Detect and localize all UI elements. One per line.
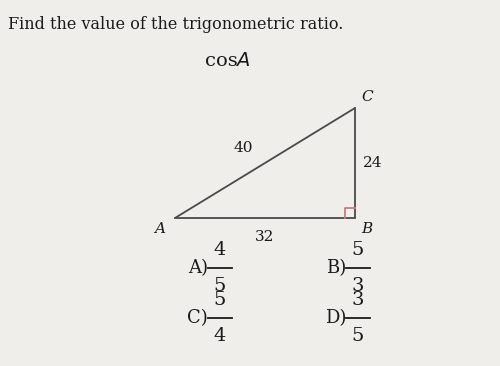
Text: 24: 24 [363, 156, 382, 170]
Text: cos: cos [205, 52, 244, 70]
Text: $\it{A}$: $\it{A}$ [235, 52, 250, 70]
Text: 4: 4 [214, 327, 226, 345]
Text: 32: 32 [256, 230, 274, 244]
Text: C): C) [187, 309, 208, 327]
Text: 3: 3 [352, 291, 364, 309]
Text: A): A) [188, 259, 208, 277]
Text: 5: 5 [214, 277, 226, 295]
Text: B): B) [326, 259, 346, 277]
Text: 5: 5 [214, 291, 226, 309]
Text: B: B [361, 222, 372, 236]
Text: 40: 40 [234, 141, 253, 155]
Text: 5: 5 [352, 327, 364, 345]
Text: Find the value of the trigonometric ratio.: Find the value of the trigonometric rati… [8, 16, 344, 33]
Text: D): D) [324, 309, 346, 327]
Text: A: A [154, 222, 165, 236]
Text: 4: 4 [214, 241, 226, 259]
Text: C: C [361, 90, 372, 104]
Text: 5: 5 [352, 241, 364, 259]
Text: 3: 3 [352, 277, 364, 295]
